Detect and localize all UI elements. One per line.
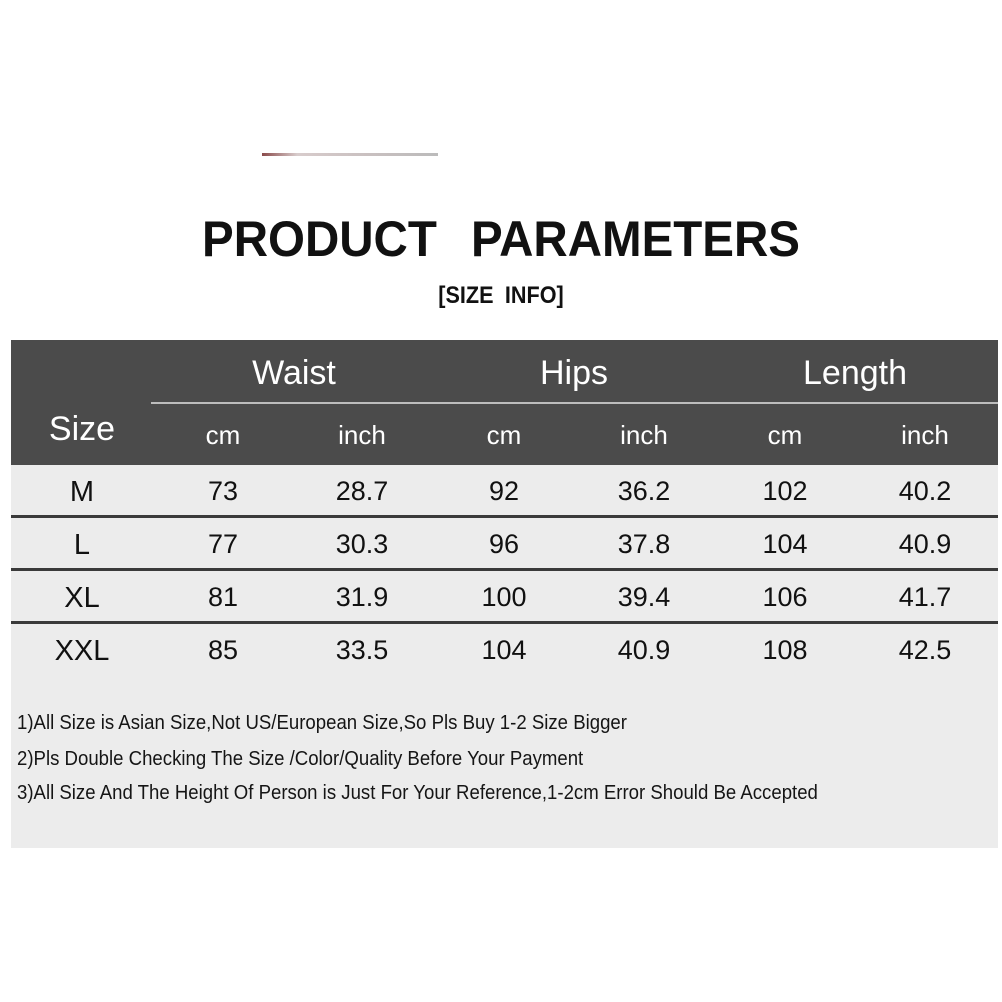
value-cell: 108 [762, 635, 808, 665]
size-cell: L [73, 529, 91, 561]
value-cell: 96 [488, 529, 520, 559]
unit-header: inch [901, 420, 949, 450]
size-cell: XL [64, 582, 100, 614]
note-line: 3)All Size And The Height Of Person is J… [17, 782, 818, 804]
header-divider [151, 402, 998, 404]
group-header-hips: Hips [539, 354, 609, 392]
value-cell: 40.2 [898, 476, 952, 506]
value-cell: 73 [207, 476, 239, 506]
value-cell: 102 [762, 476, 808, 506]
value-cell: 77 [207, 529, 239, 559]
value-cell: 104 [762, 529, 808, 559]
note-line: 1)All Size is Asian Size,Not US/European… [17, 712, 627, 734]
value-cell: 40.9 [898, 529, 952, 559]
group-header-length: Length [803, 354, 907, 392]
table-row: M 73 28.7 92 36.2 102 40.2 [11, 465, 998, 518]
value-cell: 104 [481, 635, 527, 665]
value-cell: 106 [762, 582, 808, 612]
unit-header: inch [620, 420, 668, 450]
note-line: 2)Pls Double Checking The Size /Color/Qu… [17, 748, 584, 770]
unit-header: cm [205, 420, 241, 450]
size-column-header: Size [48, 410, 116, 448]
unit-header: cm [767, 420, 803, 450]
value-cell: 30.3 [335, 529, 389, 559]
value-cell: 100 [481, 582, 527, 612]
value-cell: 85 [207, 635, 239, 665]
product-image-remnant [262, 153, 438, 156]
value-cell: 31.9 [335, 582, 389, 612]
value-cell: 28.7 [335, 476, 389, 506]
value-cell: 33.5 [335, 635, 389, 665]
unit-header: inch [338, 420, 386, 450]
page-subtitle: [SIZE INFO] [438, 282, 564, 309]
value-cell: 41.7 [898, 582, 952, 612]
unit-header: cm [486, 420, 522, 450]
value-cell: 39.4 [617, 582, 671, 612]
value-cell: 92 [488, 476, 520, 506]
group-header-waist: Waist [252, 354, 336, 392]
value-cell: 42.5 [898, 635, 952, 665]
value-cell: 81 [207, 582, 239, 612]
table-row: L 77 30.3 96 37.8 104 40.9 [11, 518, 998, 571]
table-header: Size Waist Hips Length cm inch cm inch c… [11, 340, 998, 465]
table-row: XXL 85 33.5 104 40.9 108 42.5 [11, 624, 998, 677]
value-cell: 36.2 [617, 476, 671, 506]
size-table-body: M 73 28.7 92 36.2 102 40.2 L 77 30.3 96 37.8 104 40.9… [11, 465, 998, 677]
table-row: XL 81 31.9 100 39.4 106 41.7 [11, 571, 998, 624]
value-cell: 37.8 [617, 529, 671, 559]
page-title: PRODUCT PARAMETERS [202, 211, 800, 267]
size-cell: M [69, 476, 95, 508]
notes-panel: 1)All Size is Asian Size,Not US/European… [11, 674, 998, 848]
size-cell: XXL [54, 635, 110, 667]
value-cell: 40.9 [617, 635, 671, 665]
